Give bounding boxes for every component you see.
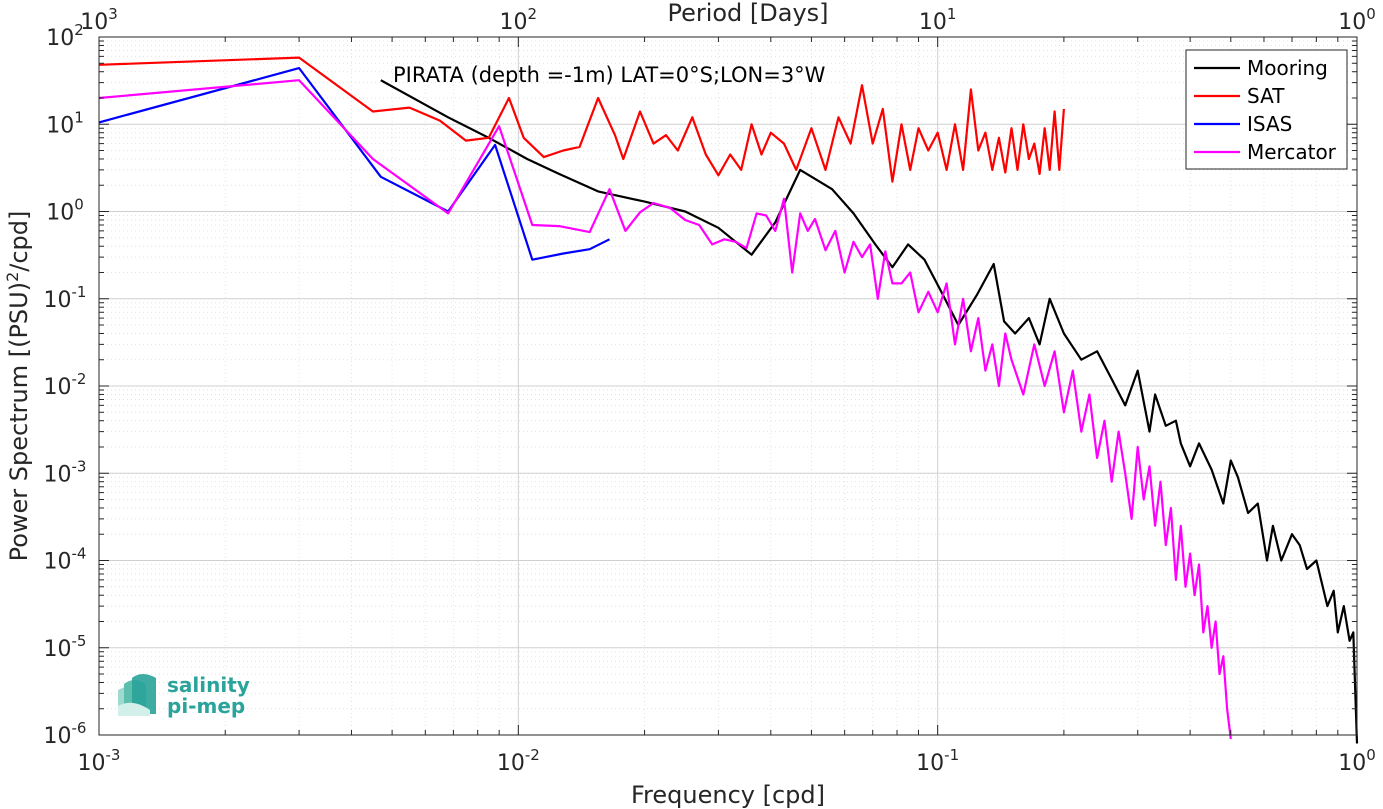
x-tick-label: 10-3 (78, 746, 121, 776)
logo-line2: pi-mep (167, 694, 245, 718)
y-axis-label-main: Power Spectrum [(PSU) (5, 282, 33, 561)
legend-label-sat: SAT (1247, 84, 1285, 108)
series-line-mooring (380, 79, 1359, 744)
top-tick-label: 102 (500, 5, 538, 35)
x-tick-label: 10-1 (916, 746, 959, 776)
y-tick-label: 100 (46, 196, 84, 226)
series-lines (98, 56, 1359, 744)
logo-mark-icon (118, 674, 156, 716)
y-axis-label: Power Spectrum [(PSU)2/cpd] (3, 211, 33, 562)
legend-label-mercator: Mercator (1247, 140, 1337, 164)
x-axis-label: Frequency [cpd] (631, 781, 825, 809)
y-axis-label-sup: 2 (3, 272, 22, 282)
chart-title: PIRATA (depth =-1m) LAT=0°S;LON=3°W (393, 63, 826, 87)
top-tick-label: 103 (80, 5, 118, 35)
series-line-mercator (98, 79, 1232, 740)
legend-box (1185, 49, 1348, 170)
y-tick-label: 10-5 (44, 632, 87, 662)
y-tick-label: 10-3 (44, 457, 87, 487)
y-tick-label: 10-2 (44, 370, 87, 400)
top-tick-label: 101 (919, 5, 957, 35)
y-tick-label: 10-1 (44, 283, 87, 313)
x-tick-label: 10-2 (497, 746, 540, 776)
top-x-axis-label: Period [Days] (667, 0, 828, 27)
y-axis-label-tail: /cpd] (5, 211, 33, 272)
series-line-isas (98, 66, 610, 261)
x-tick-label: 100 (1338, 746, 1376, 776)
series-line-sat (98, 56, 1065, 183)
y-tick-label: 10-6 (44, 719, 87, 749)
axis-ticks (98, 37, 1357, 736)
y-tick-label: 10-4 (44, 545, 87, 575)
legend-label-isas: ISAS (1247, 112, 1292, 136)
grid (98, 37, 1357, 736)
y-tick-label: 102 (46, 21, 84, 51)
legend-label-mooring: Mooring (1247, 56, 1328, 80)
top-tick-label: 100 (1338, 5, 1376, 35)
y-tick-label: 101 (46, 108, 84, 138)
logo-line1: salinity (167, 673, 250, 697)
legend: Mooring SAT ISAS Mercator (1185, 49, 1348, 170)
salinity-pi-mep-logo: salinity pi-mep (118, 673, 250, 718)
